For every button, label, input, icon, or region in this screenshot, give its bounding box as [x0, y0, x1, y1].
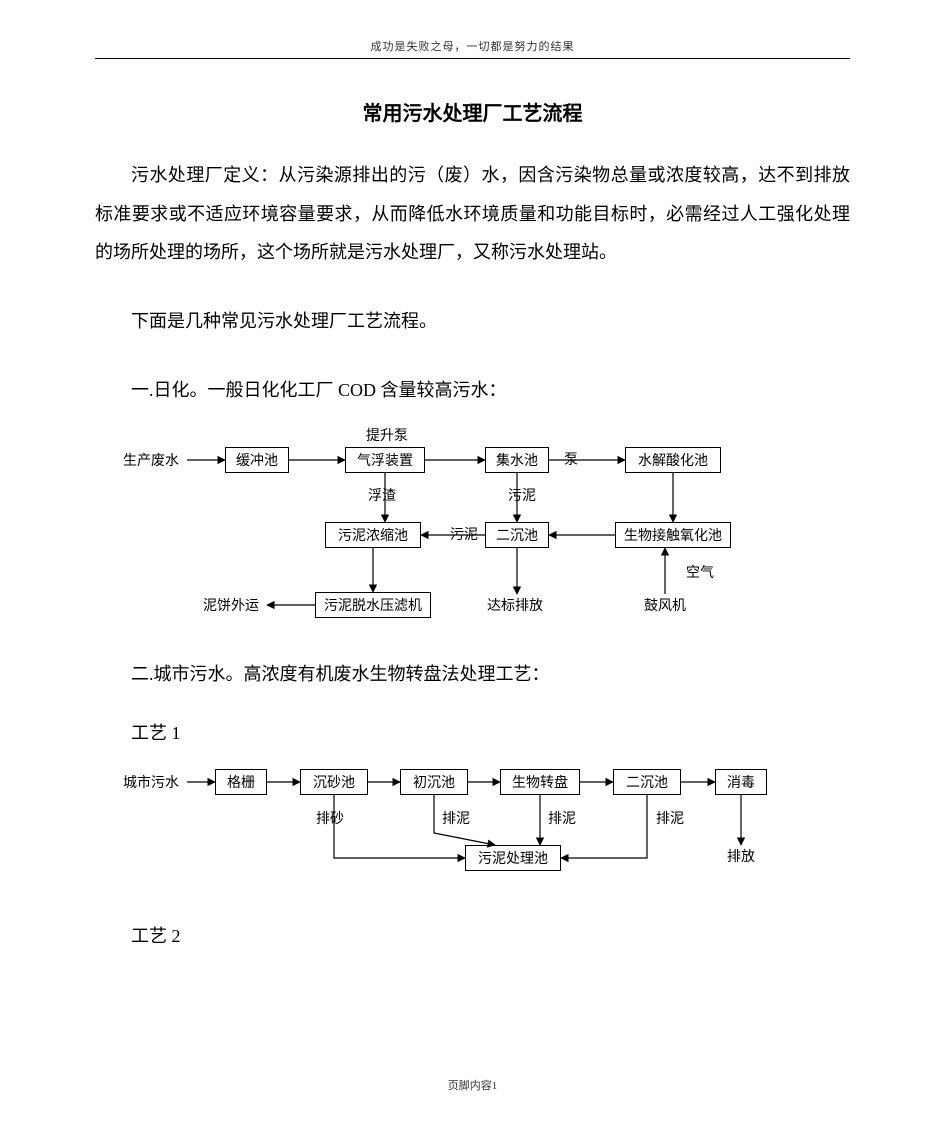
flow-edge-label: 空气: [685, 562, 715, 582]
paragraph-1: 污水处理厂定义：从污染源排出的污（废）水，因含污染物总量或浓度较高，达不到排放标…: [95, 156, 850, 272]
flow-edge-label: 排砂: [315, 808, 345, 828]
paragraph-4: 二.城市污水。高浓度有机废水生物转盘法处理工艺：: [95, 655, 850, 694]
paragraph-5: 工艺 1: [95, 714, 850, 753]
flow-node: 沉砂池: [300, 769, 368, 795]
flow-edge-label: 提升泵: [365, 425, 409, 445]
footer-page-number: 1: [492, 1080, 498, 1092]
flow-edge-label: 泵: [563, 449, 579, 469]
flow-edge-label: 排泥: [441, 808, 471, 828]
flow-node: 生物接触氧化池: [615, 522, 731, 548]
flowchart-1: 生产废水 缓冲池 气浮装置 集水池 水解酸化池污泥浓缩池 二沉池 生物接触氧化池污泥脱水压滤…: [115, 427, 815, 627]
paragraph-2: 下面是几种常见污水处理厂工艺流程。: [95, 302, 850, 341]
footer-text: 页脚内容: [448, 1080, 492, 1092]
header-rule: [95, 58, 850, 59]
flow-node: 气浮装置: [345, 447, 425, 473]
paragraph-3: 一.日化。一般日化化工厂 COD 含量较高污水：: [95, 371, 850, 410]
flow-node: 格栅: [215, 769, 267, 795]
flowchart-2: 城市污水 格栅 沉砂池 初沉池 生物转盘 二沉池 消毒污泥处理池 排放 排砂 排泥 排泥 排泥: [115, 763, 815, 893]
flow-node: 二沉池: [613, 769, 681, 795]
flow-edge-label: 排泥: [547, 808, 577, 828]
flow-node: 消毒: [715, 769, 767, 795]
flow-edge-label: 污泥: [507, 485, 537, 505]
flow-edge-label: 浮渣: [367, 485, 397, 505]
page-footer: 页脚内容1: [0, 1077, 945, 1093]
flow-node: 生产废水: [115, 449, 187, 471]
flow-node: 初沉池: [400, 769, 468, 795]
doc-title: 常用污水处理厂工艺流程: [95, 97, 850, 126]
flow-node: 污泥处理池: [465, 845, 561, 871]
flow-node: 鼓风机: [635, 594, 695, 616]
paragraph-6: 工艺 2: [95, 917, 850, 956]
flow-node: 排放: [717, 845, 765, 867]
flow-node: 水解酸化池: [625, 447, 721, 473]
flow-node: 城市污水: [115, 771, 187, 793]
flow-node: 二沉池: [485, 522, 549, 548]
flow-node: 生物转盘: [500, 769, 580, 795]
flow-node: 污泥浓缩池: [325, 522, 421, 548]
flow-node: 污泥脱水压滤机: [315, 592, 431, 618]
flow-node: 达标排放: [475, 594, 555, 616]
flow-edge-label: 排泥: [655, 808, 685, 828]
flow-edge-label: 污泥: [449, 524, 479, 544]
flow-node: 泥饼外运: [195, 594, 267, 616]
flow-node: 缓冲池: [225, 447, 289, 473]
flow-node: 集水池: [485, 447, 549, 473]
page-motto: 成功是失败之母，一切都是努力的结果: [95, 0, 850, 54]
